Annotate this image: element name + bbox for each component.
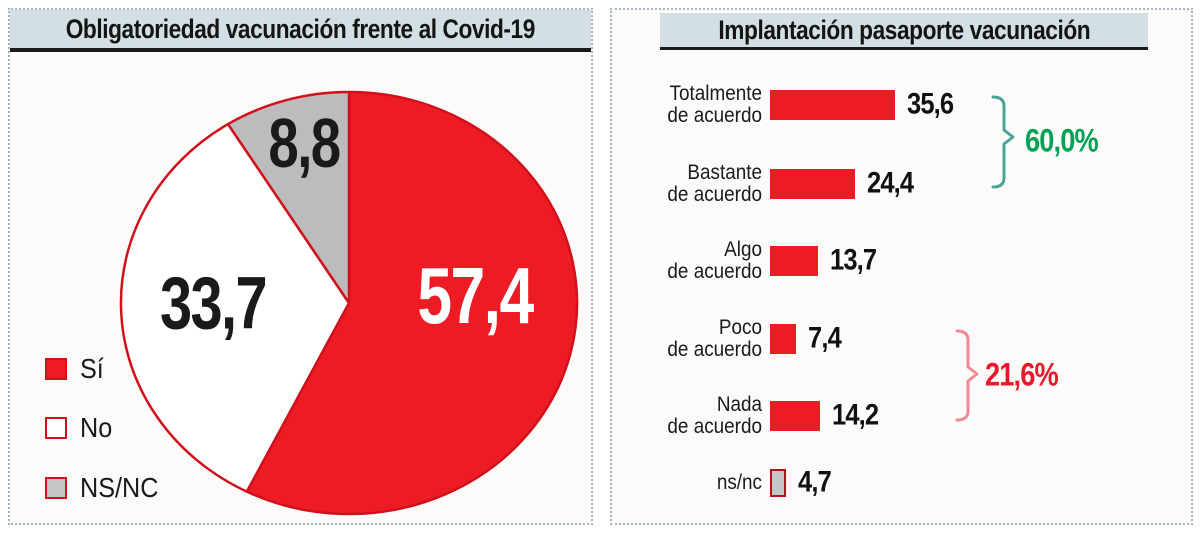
bracket-disagree-label: 21,6%	[985, 356, 1059, 393]
bar	[770, 469, 787, 497]
legend-label-nsnc: NS/NC	[80, 472, 159, 503]
bracket-agree-icon	[991, 95, 1015, 189]
bar-title: Implantación pasaporte vacunación	[718, 14, 1090, 45]
bar-category-label: ns/nc	[716, 471, 762, 494]
pie-title-bar: Obligatoriedad vacunación frente al Covi…	[10, 10, 591, 52]
legend-swatch-no	[45, 417, 67, 439]
bar-value-label: 35,6	[906, 87, 954, 121]
pie-title: Obligatoriedad vacunación frente al Covi…	[65, 13, 536, 44]
bar-value-label: 7,4	[807, 321, 842, 355]
bar	[770, 246, 818, 276]
bracket-disagree-icon	[955, 329, 979, 422]
bar-chart: 60,0% 21,6% Totalmente de acuerdo 35,6 Bast…	[612, 10, 1191, 523]
bar	[770, 169, 856, 199]
legend-item-nsnc: NS/NC	[45, 472, 167, 504]
bracket-agree-group	[987, 95, 1017, 195]
bar-title-bar: Implantación pasaporte vacunación	[660, 13, 1148, 50]
legend-item-si: Sí	[45, 353, 106, 385]
pie-panel: Obligatoriedad vacunación frente al Covi…	[8, 8, 593, 525]
legend-swatch-si	[45, 358, 67, 380]
bracket-agree-label: 60,0%	[1025, 122, 1099, 159]
legend-label-no: No	[80, 412, 113, 443]
bar-category-label: Algo de acuerdo	[667, 238, 762, 283]
bar	[770, 401, 820, 431]
bar-category-label: Nada de acuerdo	[667, 393, 762, 438]
bar	[770, 324, 796, 354]
bracket-disagree-group	[951, 329, 981, 428]
bar-category-label: Bastante de acuerdo	[667, 161, 762, 206]
pie-value-no: 33,7	[159, 261, 268, 345]
pie-slice-nsnc	[226, 90, 351, 305]
pie-value-s: 57,4	[417, 251, 534, 340]
pie-value-nsnc: 8,8	[268, 104, 341, 182]
pie-slice-s	[245, 90, 579, 516]
bar-value-label: 24,4	[867, 166, 914, 200]
legend-swatch-nsnc	[45, 477, 67, 499]
pie-slice-no	[119, 122, 351, 493]
pie-chart: 57,4 33,7 8,8 Sí No NS/NC	[10, 10, 591, 523]
pie-svg	[119, 90, 579, 516]
bar	[770, 90, 895, 120]
bar-category-label: Poco de acuerdo	[667, 316, 762, 361]
legend-item-no: No	[45, 412, 116, 444]
bar-value-label: 14,2	[831, 398, 879, 432]
legend-label-si: Sí	[80, 353, 104, 384]
bar-category-label: Totalmente de acuerdo	[667, 82, 762, 127]
bar-value-label: 4,7	[798, 465, 832, 499]
bar-panel: Implantación pasaporte vacunación 60,0% …	[610, 8, 1193, 525]
bar-value-label: 13,7	[829, 243, 877, 277]
